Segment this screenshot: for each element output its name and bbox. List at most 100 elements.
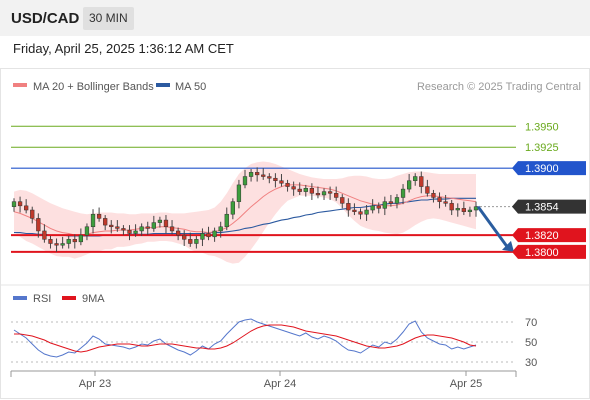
candle-body (194, 239, 199, 244)
ma50-legend-label: MA 50 (175, 81, 206, 93)
candle (376, 202, 381, 214)
candle-body (267, 176, 272, 179)
candle (388, 194, 394, 207)
candle-body (346, 203, 351, 211)
candle (127, 225, 132, 241)
candle-body (11, 201, 17, 207)
ma50-legend-swatch (156, 83, 170, 87)
candle-body (419, 176, 424, 187)
candle (194, 235, 199, 249)
candle-body (139, 226, 144, 232)
level-label-1.3925: 1.3925 (525, 142, 559, 154)
candle-body (54, 243, 59, 246)
forecast-arrow (476, 205, 514, 252)
rsi-lines (13, 318, 477, 358)
ma20-legend-swatch (13, 83, 27, 87)
candlesticks (11, 167, 479, 252)
candle (413, 173, 418, 186)
candle-body (297, 188, 302, 192)
chart-header: USD/CAD 30 MIN (0, 0, 590, 36)
candle-body (121, 228, 126, 231)
candle (406, 174, 412, 193)
rsi-legend-swatch (13, 296, 27, 300)
level-label-1.3820: 1.3820 (525, 230, 559, 242)
candle-body (364, 209, 369, 215)
candle (90, 209, 96, 234)
candle (78, 228, 84, 246)
candle-body (200, 233, 205, 240)
candle-body (382, 201, 387, 209)
candle (400, 184, 406, 205)
candle (121, 225, 126, 236)
candle (206, 226, 211, 241)
candle-body (103, 218, 108, 226)
candle (24, 199, 29, 214)
level-tag-1.3800 (512, 244, 586, 259)
candle (139, 223, 144, 236)
candle-body (352, 209, 357, 212)
candle (303, 184, 308, 197)
candle-body (309, 188, 315, 194)
candle (30, 206, 35, 224)
candle (309, 183, 315, 200)
timestamp: Friday, April 25, 2025 1:36:12 AM CET (13, 41, 234, 56)
level-tag-1.3900 (512, 161, 586, 176)
candle (48, 235, 53, 249)
candle (11, 198, 17, 212)
candle (17, 196, 23, 213)
level-label-1.3950: 1.3950 (525, 121, 559, 133)
level-label-1.3800: 1.3800 (525, 247, 559, 259)
candle-body (248, 172, 254, 177)
candle-body (163, 219, 169, 228)
candle-body (285, 182, 290, 187)
candle-body (461, 208, 466, 212)
candle (334, 186, 339, 201)
candle (267, 173, 272, 184)
rsi-series-RSI (13, 318, 477, 358)
candle-body (127, 229, 132, 234)
candle (255, 167, 260, 182)
candle (157, 216, 163, 228)
candle-body (151, 222, 156, 229)
candle-body (431, 193, 436, 198)
rsi-ma-legend-swatch (62, 296, 76, 300)
timeframe-badge[interactable]: 30 MIN (83, 7, 134, 30)
candle-body (236, 184, 242, 202)
level-tag-1.3854 (512, 199, 586, 214)
credit-text: Research © 2025 Trading Central (417, 81, 581, 93)
rsi-ma-legend-label: 9MA (82, 293, 105, 305)
forecast-arrow-head (502, 240, 514, 252)
candle-body (72, 239, 77, 243)
candle-body (400, 188, 406, 198)
candle-body (388, 201, 394, 204)
candle-body (291, 186, 296, 190)
candle-body (42, 230, 47, 240)
candle (297, 182, 302, 195)
candle (394, 194, 400, 209)
candle-body (48, 239, 53, 244)
candle (42, 224, 47, 243)
candle-body (30, 209, 35, 219)
candle (437, 192, 442, 209)
candle-body (188, 239, 193, 244)
candle (315, 186, 321, 199)
candle (364, 205, 369, 221)
candle (151, 215, 156, 232)
ma20-legend-label: MA 20 + Bollinger Bands (33, 81, 154, 93)
candle-body (449, 203, 454, 211)
candle (169, 220, 175, 235)
candle-body (90, 213, 96, 228)
candle (443, 194, 448, 207)
candle (230, 198, 235, 220)
candle (321, 188, 327, 200)
x-label-2: Apr 25 (450, 378, 482, 390)
candle-body (206, 233, 211, 238)
candle-body (370, 205, 375, 211)
candle (72, 234, 77, 249)
candle-body (145, 226, 150, 229)
candle-body (133, 230, 138, 234)
candle-body (36, 218, 41, 232)
candle (327, 186, 333, 200)
candle-body (224, 213, 229, 228)
